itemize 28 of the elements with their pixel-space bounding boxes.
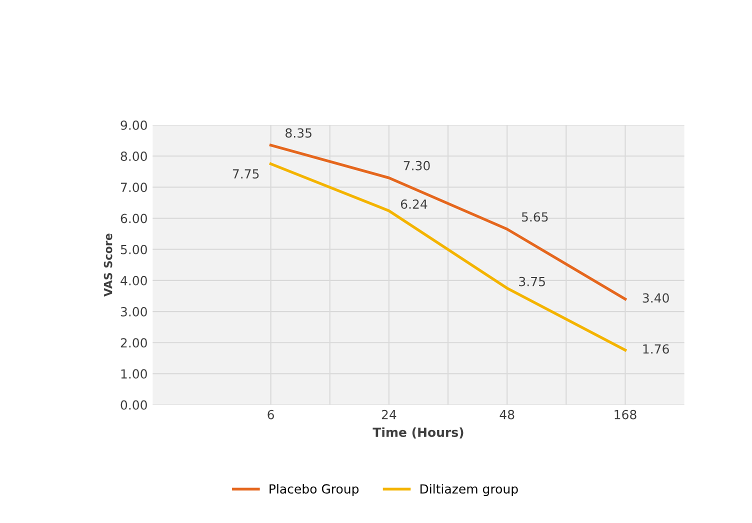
y-tick-label: 0.00 xyxy=(120,400,147,410)
x-tick-label: 48 xyxy=(500,410,514,420)
x-tick-label: 6 xyxy=(268,410,274,420)
data-label: 8.35 xyxy=(286,128,312,138)
x-tick-label: 168 xyxy=(614,410,636,420)
y-tick-label: 1.00 xyxy=(121,369,147,379)
data-label: 5.65 xyxy=(522,212,548,222)
data-label: 7.75 xyxy=(232,169,259,179)
y-tick-label: 8.00 xyxy=(120,152,147,162)
x-axis-title: Time (Hours) xyxy=(372,427,464,438)
y-tick-label: 4.00 xyxy=(120,276,147,286)
y-tick-label: 9.00 xyxy=(120,120,147,130)
x-tick-label: 24 xyxy=(382,410,396,420)
data-label: 6.24 xyxy=(400,199,428,209)
y-tick-label: 5.00 xyxy=(120,244,147,254)
y-axis-title: VAS Score xyxy=(104,234,112,297)
data-label: 1.76 xyxy=(643,344,669,354)
data-label: 3.75 xyxy=(519,276,545,286)
line-series xyxy=(269,144,627,300)
y-tick-label: 7.00 xyxy=(120,182,147,192)
data-label: 3.40 xyxy=(642,293,669,303)
legend-label: Diltiazem group xyxy=(420,484,518,496)
y-tick-label: 3.00 xyxy=(120,307,147,316)
legend-label: Placebo Group xyxy=(270,484,359,496)
data-label: 7.30 xyxy=(404,160,430,170)
line-series xyxy=(269,162,627,352)
y-tick-label: 6.00 xyxy=(120,214,147,224)
y-tick-label: 2.00 xyxy=(120,338,147,348)
